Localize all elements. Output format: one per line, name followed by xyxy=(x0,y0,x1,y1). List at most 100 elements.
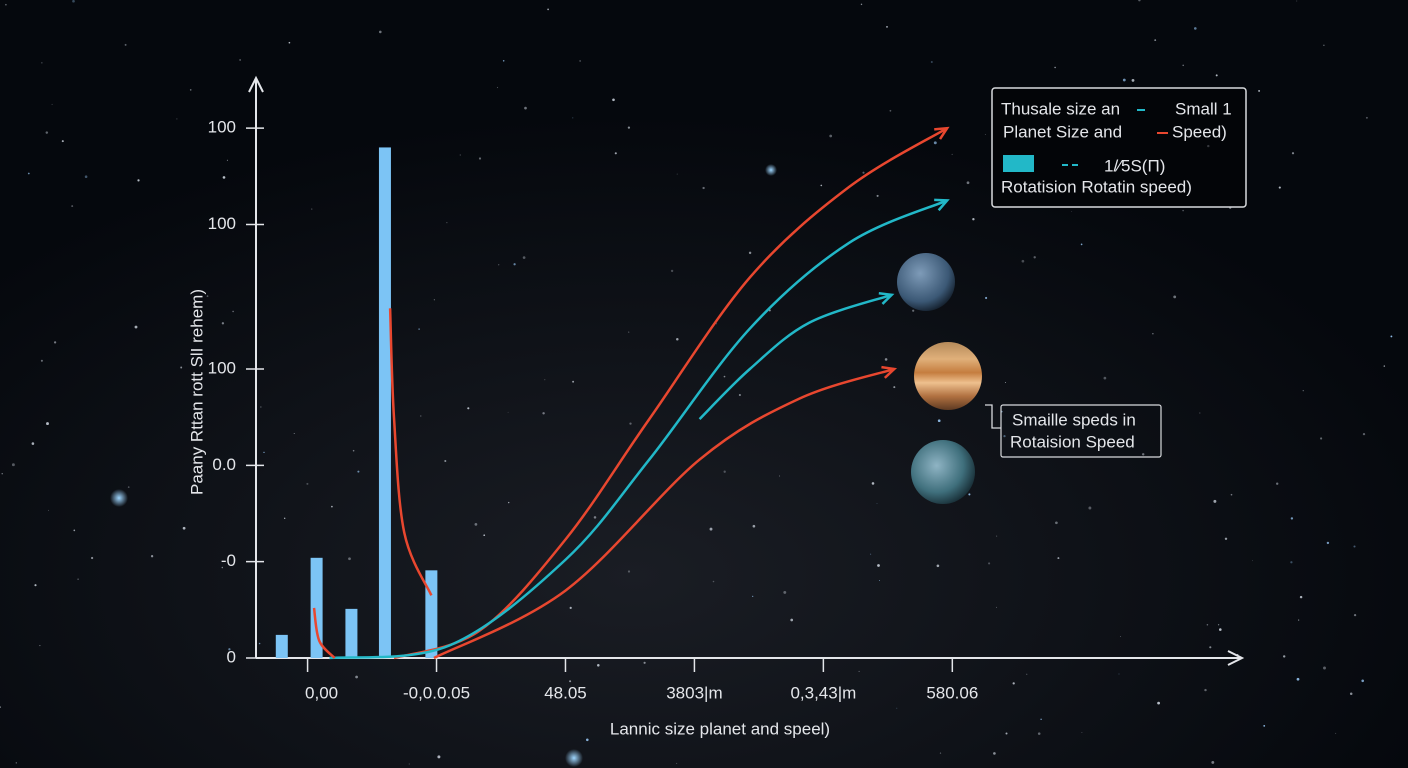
star xyxy=(258,642,261,645)
star xyxy=(951,153,953,155)
x-tick-label: -0,0.0.05 xyxy=(403,683,470,702)
star xyxy=(232,310,234,313)
arrow-head xyxy=(934,198,950,212)
y-tick-label: 0 xyxy=(227,647,236,666)
legend-text: Planet Size and xyxy=(1003,122,1122,141)
star xyxy=(1209,646,1212,649)
star xyxy=(508,501,510,504)
star xyxy=(137,179,140,182)
star xyxy=(1182,64,1184,67)
x-tick-label: 0,3,43|m xyxy=(790,683,856,702)
star xyxy=(478,157,482,160)
star xyxy=(182,526,186,530)
star xyxy=(1335,732,1337,734)
star xyxy=(896,707,898,709)
bar xyxy=(378,147,391,658)
star xyxy=(862,171,865,174)
x-axis-label: Lannic size planet and speel) xyxy=(610,719,830,738)
star-glow xyxy=(765,164,777,176)
x-tick-label: 3803|m xyxy=(666,683,722,702)
star xyxy=(889,109,892,112)
star xyxy=(547,8,549,11)
star xyxy=(228,648,231,651)
star xyxy=(348,557,351,561)
star xyxy=(627,126,631,129)
star xyxy=(0,706,1,708)
star xyxy=(1182,209,1184,212)
star xyxy=(1118,673,1120,675)
star xyxy=(352,449,355,452)
star xyxy=(1037,732,1041,735)
star xyxy=(239,59,241,61)
star xyxy=(709,527,713,531)
x-axis-arrow xyxy=(1227,650,1245,666)
annotation-text: Smaille speds in xyxy=(1012,410,1136,429)
star xyxy=(966,181,970,185)
star xyxy=(1213,499,1217,503)
star xyxy=(628,331,630,333)
star xyxy=(818,729,820,732)
star xyxy=(1353,545,1356,548)
star xyxy=(1152,333,1154,335)
star xyxy=(1206,624,1209,626)
star xyxy=(222,176,226,179)
star xyxy=(226,159,228,161)
star xyxy=(1054,66,1056,69)
star xyxy=(569,606,572,610)
star xyxy=(306,482,309,485)
star-glow xyxy=(110,489,128,507)
y-tick-label: 100 xyxy=(208,118,236,137)
star xyxy=(886,26,888,28)
star xyxy=(572,117,574,119)
star xyxy=(1252,560,1253,562)
star xyxy=(502,60,505,62)
star xyxy=(124,43,127,46)
star xyxy=(1026,673,1028,675)
star xyxy=(676,173,678,175)
arrow-head xyxy=(878,291,895,305)
legend-swatch xyxy=(1003,155,1034,172)
star xyxy=(31,442,35,445)
star xyxy=(643,661,646,664)
y-tick-label: 100 xyxy=(208,358,236,377)
star xyxy=(51,103,53,105)
star xyxy=(61,140,64,143)
star xyxy=(1323,666,1326,670)
star xyxy=(1278,186,1281,189)
star xyxy=(1302,390,1304,392)
arrow-head xyxy=(881,365,898,379)
star xyxy=(127,486,130,488)
star xyxy=(876,194,879,197)
star xyxy=(176,118,178,120)
star xyxy=(893,386,896,389)
star xyxy=(1088,506,1092,510)
star xyxy=(1258,89,1261,92)
star xyxy=(1199,412,1201,414)
legend-text: 1/⁄5S(Π) xyxy=(1104,156,1165,175)
star xyxy=(72,0,75,3)
star xyxy=(77,578,79,580)
legend-text: Rotatision Rotatin speed) xyxy=(1001,177,1192,196)
star xyxy=(522,256,526,259)
star xyxy=(933,141,937,145)
star xyxy=(1361,679,1364,683)
star xyxy=(1211,760,1215,764)
star xyxy=(459,154,461,156)
star xyxy=(930,60,933,64)
star xyxy=(858,670,860,672)
star xyxy=(73,529,76,532)
star xyxy=(1103,376,1107,380)
line xyxy=(312,607,336,659)
star xyxy=(46,422,49,426)
star xyxy=(1217,624,1220,626)
star xyxy=(221,322,225,325)
star xyxy=(355,675,358,679)
star xyxy=(41,62,43,64)
star xyxy=(572,380,575,383)
star xyxy=(1204,688,1207,692)
star xyxy=(1003,434,1006,438)
star xyxy=(1323,44,1325,46)
star xyxy=(53,341,57,344)
